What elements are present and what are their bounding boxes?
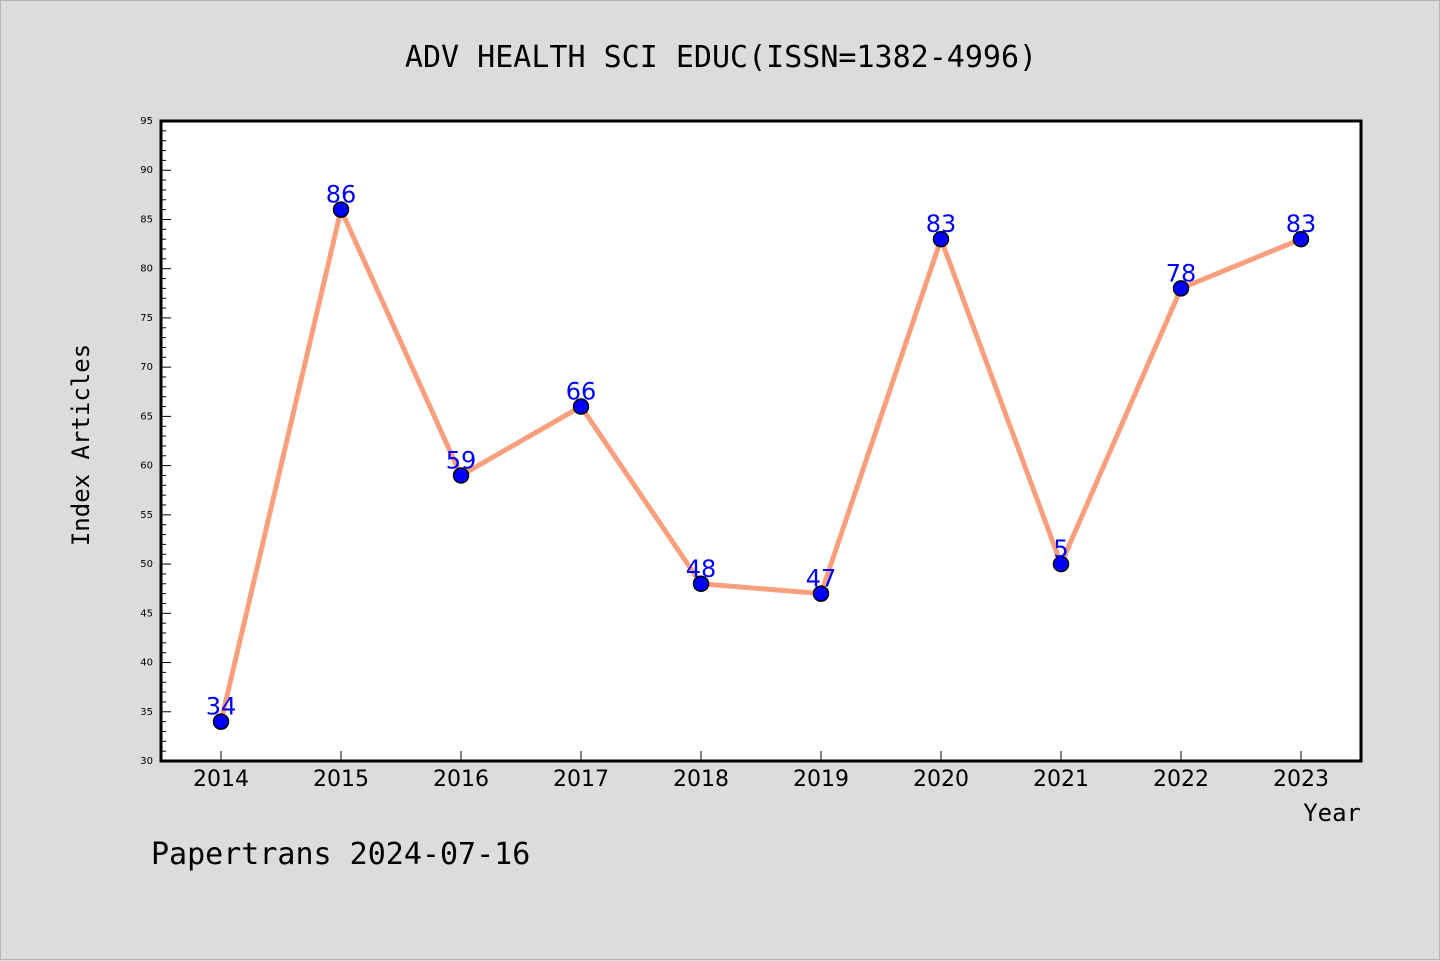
x-axis: 2014 2015 2016 2017 2018 2019 2020 2021 2022 2023	[193, 751, 1329, 792]
series-line	[218, 207, 1302, 723]
x-tick-label: 2022	[1153, 767, 1209, 792]
x-axis-label: Year	[1303, 799, 1361, 827]
x-tick-label: 2014	[193, 767, 249, 792]
x-tick-label: 2023	[1273, 767, 1329, 792]
y-tick-label: 45	[140, 608, 153, 619]
data-label: 47	[806, 565, 837, 593]
y-tick-label: 90	[140, 165, 153, 176]
x-tick-label: 2016	[433, 767, 489, 792]
y-tick-label: 30	[140, 756, 153, 767]
x-tick-label: 2015	[313, 767, 369, 792]
data-point	[1052, 555, 1070, 573]
data-point	[812, 585, 830, 602]
data-point	[1292, 230, 1310, 248]
x-tick-label: 2020	[913, 767, 969, 792]
data-point	[332, 201, 350, 218]
data-point	[932, 230, 950, 248]
footer-text: Papertrans 2024-07-16	[151, 837, 530, 872]
y-tick-label: 35	[140, 707, 153, 718]
y-tick-label: 75	[140, 313, 153, 324]
data-label: 83	[926, 210, 957, 238]
data-point	[212, 713, 230, 730]
data-point	[1172, 280, 1190, 297]
data-point	[692, 575, 710, 593]
data-label: 83	[1286, 210, 1317, 238]
y-tick-label: 60	[140, 461, 153, 472]
y-axis-label: Index Articles	[67, 344, 95, 546]
y-tick-label: 95	[140, 116, 153, 127]
plot-area	[159, 119, 1363, 763]
y-tick-label: 50	[140, 559, 153, 570]
data-point	[452, 467, 470, 484]
data-label: 59	[446, 446, 477, 474]
series-group: 34 86 59 66 48 47 83 5 78 83	[206, 181, 1317, 730]
data-label: 48	[686, 555, 717, 583]
data-point	[572, 398, 590, 415]
y-tick-label: 55	[140, 510, 153, 521]
data-label: 34	[206, 693, 237, 721]
y-tick-label: 70	[140, 362, 153, 373]
y-tick-label: 65	[140, 411, 153, 422]
chart-title: ADV HEALTH SCI EDUC(ISSN=1382-4996)	[405, 40, 1037, 75]
data-label: 66	[566, 378, 597, 406]
data-label: 86	[326, 181, 357, 209]
data-label: 5	[1053, 535, 1068, 563]
x-tick-label: 2019	[793, 767, 849, 792]
y-tick-label: 80	[140, 264, 153, 275]
y-axis: 30 35 40 45 50 55 60 65 70 75 80 85 90 95	[140, 116, 171, 767]
x-tick-label: 2018	[673, 767, 729, 792]
x-tick-label: 2021	[1033, 767, 1089, 792]
y-tick-label: 85	[140, 214, 153, 225]
y-tick-label: 40	[140, 658, 153, 669]
x-tick-label: 2017	[553, 767, 609, 792]
data-label: 78	[1166, 259, 1197, 287]
